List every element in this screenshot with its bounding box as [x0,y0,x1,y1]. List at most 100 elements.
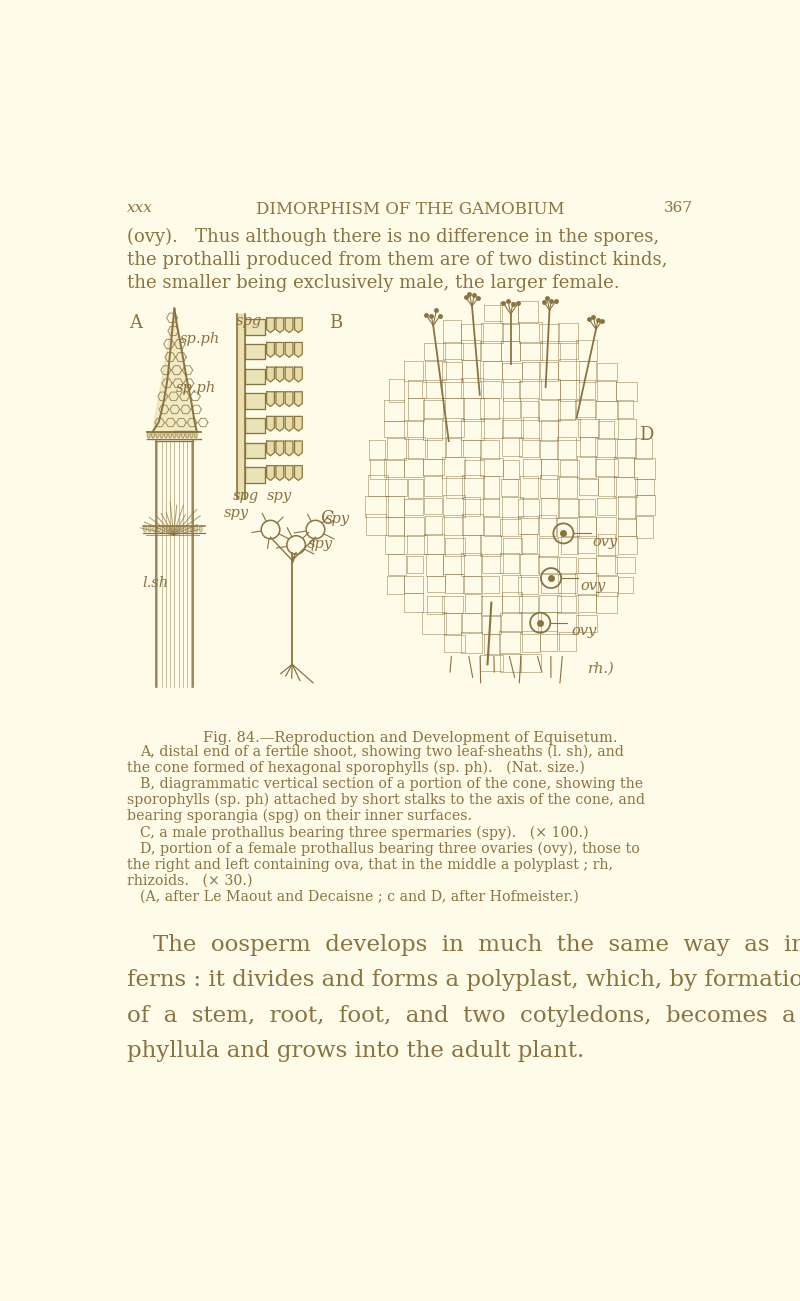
Text: DIMORPHISM OF THE GAMOBIUM: DIMORPHISM OF THE GAMOBIUM [256,200,564,217]
Text: the right and left containing ova, that in the middle a polyplast ; rh,: the right and left containing ova, that … [127,857,613,872]
Polygon shape [294,441,302,455]
Polygon shape [276,392,284,406]
Polygon shape [245,418,265,433]
Ellipse shape [169,432,172,438]
Polygon shape [294,416,302,431]
Polygon shape [294,317,302,333]
Polygon shape [245,393,265,409]
Polygon shape [294,466,302,480]
Text: sp.ph: sp.ph [176,381,216,396]
Text: spg: spg [236,314,262,328]
Ellipse shape [181,526,184,532]
Text: sp.ph: sp.ph [180,332,220,346]
Text: (A, after Le Maout and Decaisne ; c and D, after Hofmeister.): (A, after Le Maout and Decaisne ; c and … [140,890,579,904]
Ellipse shape [158,526,161,532]
Polygon shape [245,442,265,458]
Text: the smaller being exclusively male, the larger female.: the smaller being exclusively male, the … [127,275,620,291]
Ellipse shape [160,432,163,438]
Polygon shape [286,342,293,358]
Text: The  oosperm  develops  in  much  the  same  way  as  in: The oosperm develops in much the same wa… [153,934,800,956]
Polygon shape [294,392,302,406]
Text: spg: spg [234,489,259,502]
Text: rhizoids.   (× 30.): rhizoids. (× 30.) [127,874,253,887]
Polygon shape [266,317,274,333]
Polygon shape [276,317,284,333]
Ellipse shape [186,432,189,438]
Ellipse shape [162,526,165,532]
Polygon shape [153,308,197,432]
Text: the prothalli produced from them are of two distinct kinds,: the prothalli produced from them are of … [127,251,667,269]
Polygon shape [276,367,284,382]
Text: Fig. 84.—Reproduction and Development of Equisetum.: Fig. 84.—Reproduction and Development of… [202,731,618,744]
Ellipse shape [166,526,170,532]
Polygon shape [276,416,284,431]
Polygon shape [245,319,265,334]
Polygon shape [245,467,265,483]
Polygon shape [286,441,293,455]
Ellipse shape [147,432,150,438]
Polygon shape [266,367,274,382]
Text: spy: spy [266,489,292,502]
Ellipse shape [173,432,176,438]
Ellipse shape [171,526,174,532]
Text: ferns : it divides and forms a polyplast, which, by formation: ferns : it divides and forms a polyplast… [127,969,800,991]
Text: the cone formed of hexagonal sporophylls (sp. ph).   (Nat. size.): the cone formed of hexagonal sporophylls… [127,761,585,775]
Text: bearing sporangia (spg) on their inner surfaces.: bearing sporangia (spg) on their inner s… [127,809,472,824]
Text: of  a  stem,  root,  foot,  and  two  cotyledons,  becomes  a: of a stem, root, foot, and two cotyledon… [127,1004,796,1026]
Text: ovy: ovy [592,535,618,549]
Text: C: C [321,510,334,528]
Text: sporophylls (sp. ph) attached by short stalks to the axis of the cone, and: sporophylls (sp. ph) attached by short s… [127,792,645,808]
Polygon shape [286,466,293,480]
Polygon shape [276,466,284,480]
Polygon shape [286,367,293,382]
Ellipse shape [156,432,159,438]
Text: xxx: xxx [127,200,153,215]
Text: ovy: ovy [571,623,597,637]
Text: spy: spy [325,511,350,526]
Polygon shape [245,368,265,384]
Polygon shape [266,416,274,431]
Ellipse shape [190,432,193,438]
Text: (ovy).   Thus although there is no difference in the spores,: (ovy). Thus although there is no differe… [127,228,659,246]
Polygon shape [286,392,293,406]
Text: A, distal end of a fertile shoot, showing two leaf-sheaths (l. sh), and: A, distal end of a fertile shoot, showin… [140,744,624,758]
Ellipse shape [186,526,188,532]
Polygon shape [294,342,302,358]
Text: D, portion of a female prothallus bearing three ovaries (ovy), those to: D, portion of a female prothallus bearin… [140,842,640,856]
Polygon shape [245,343,265,359]
Text: D: D [638,425,653,444]
Ellipse shape [148,526,151,532]
Ellipse shape [182,432,185,438]
Polygon shape [286,416,293,431]
Ellipse shape [143,526,146,532]
Text: ovy: ovy [581,579,606,593]
Ellipse shape [153,526,156,532]
Polygon shape [266,466,274,480]
Text: 367: 367 [664,200,693,215]
Ellipse shape [164,432,167,438]
Text: C, a male prothallus bearing three spermaries (spy).   (× 100.): C, a male prothallus bearing three sperm… [140,825,589,839]
Polygon shape [294,367,302,382]
Text: phyllula and grows into the adult plant.: phyllula and grows into the adult plant. [127,1039,584,1062]
Ellipse shape [194,526,198,532]
Ellipse shape [194,432,198,438]
Ellipse shape [199,526,202,532]
Ellipse shape [176,526,179,532]
Ellipse shape [190,526,193,532]
Text: rh.): rh.) [588,662,615,677]
Polygon shape [276,441,284,455]
Polygon shape [286,317,293,333]
Text: spy: spy [224,506,249,520]
Text: l.sh: l.sh [142,576,169,589]
Text: B, diagrammatic vertical section of a portion of the cone, showing the: B, diagrammatic vertical section of a po… [140,777,643,791]
Text: B: B [329,314,342,332]
Polygon shape [276,342,284,358]
Polygon shape [266,392,274,406]
Ellipse shape [177,432,180,438]
Ellipse shape [151,432,154,438]
Text: spy: spy [308,537,333,552]
Polygon shape [237,314,245,498]
Polygon shape [266,342,274,358]
Polygon shape [266,441,274,455]
Text: A: A [130,314,142,332]
